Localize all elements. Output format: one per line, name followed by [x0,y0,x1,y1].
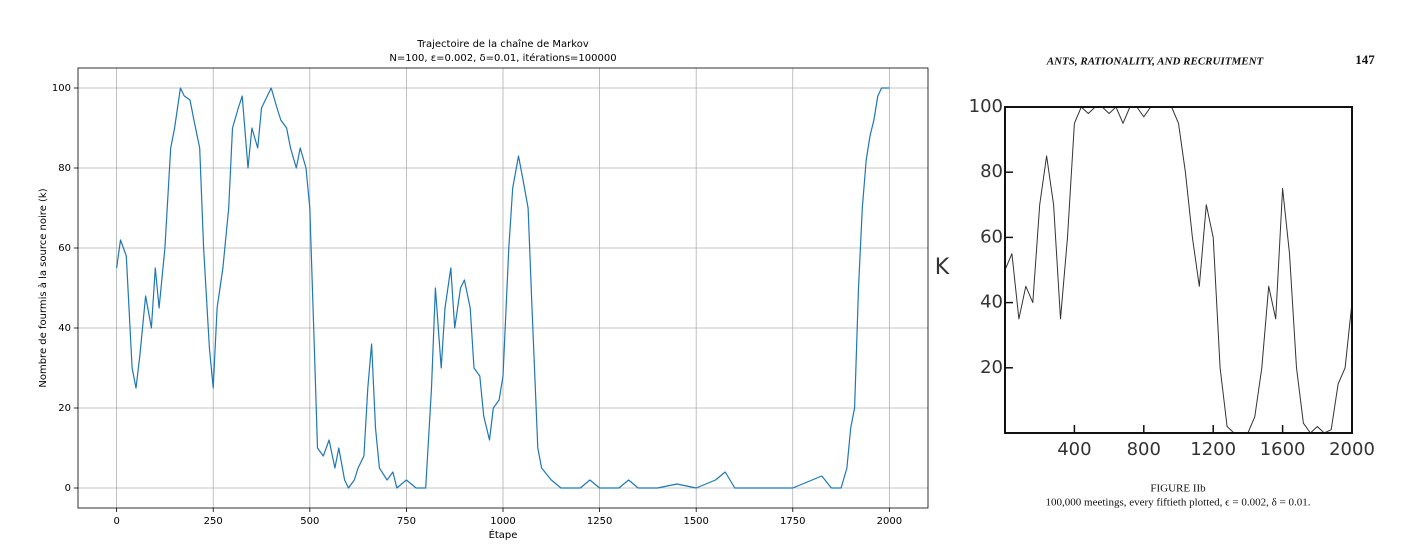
chart-subtitle: N=100, ε=0.002, δ=0.01, itérations=10000… [389,52,616,64]
caption: 100,000 meetings, every fiftieth plotted… [1046,497,1311,509]
y-tick-label: 40 [980,292,1003,313]
y-tick-label: 0 [65,483,71,494]
page-number: 147 [1355,52,1375,67]
y-tick-label: 80 [980,161,1003,182]
x-tick-label: 1250 [587,516,612,527]
plot-frame [1004,106,1353,434]
y-tick-label: 80 [58,163,71,174]
x-tick-label: 1200 [1190,439,1236,460]
y-axis-label: K [935,255,950,280]
x-tick-label: 250 [204,516,223,527]
caption-title: FIGURE IIb [1150,483,1206,495]
x-tick-label: 1750 [780,516,805,527]
x-tick-label: 1600 [1260,439,1306,460]
chart-title: Trajectoire de la chaîne de Markov [416,38,589,50]
data-line [1004,106,1353,434]
x-axis-label: Étape [489,528,518,541]
x-tick-label: 500 [300,516,319,527]
y-tick-label: 20 [58,403,71,414]
y-tick-label: 60 [58,243,71,254]
x-tick-label: 2000 [1329,439,1375,460]
data-line [116,87,890,489]
y-axis-label: Nombre de fourmis à la source noire (k) [37,188,49,387]
page-header: ANTS, RATIONALITY, AND RECRUITMENT [1046,56,1265,68]
x-tick-label: 800 [1127,439,1161,460]
y-tick-label: 40 [58,323,71,334]
x-tick-label: 1500 [683,516,708,527]
plot-frame [77,67,929,509]
y-tick-label: 100 [969,96,1003,117]
y-tick-label: 100 [52,83,71,94]
y-tick-label: 60 [980,226,1003,247]
y-tick-label: 20 [980,357,1003,378]
x-tick-label: 2000 [877,516,902,527]
x-tick-label: 400 [1057,439,1091,460]
x-tick-label: 0 [113,516,119,527]
x-tick-label: 1000 [490,516,515,527]
x-tick-label: 750 [397,516,416,527]
